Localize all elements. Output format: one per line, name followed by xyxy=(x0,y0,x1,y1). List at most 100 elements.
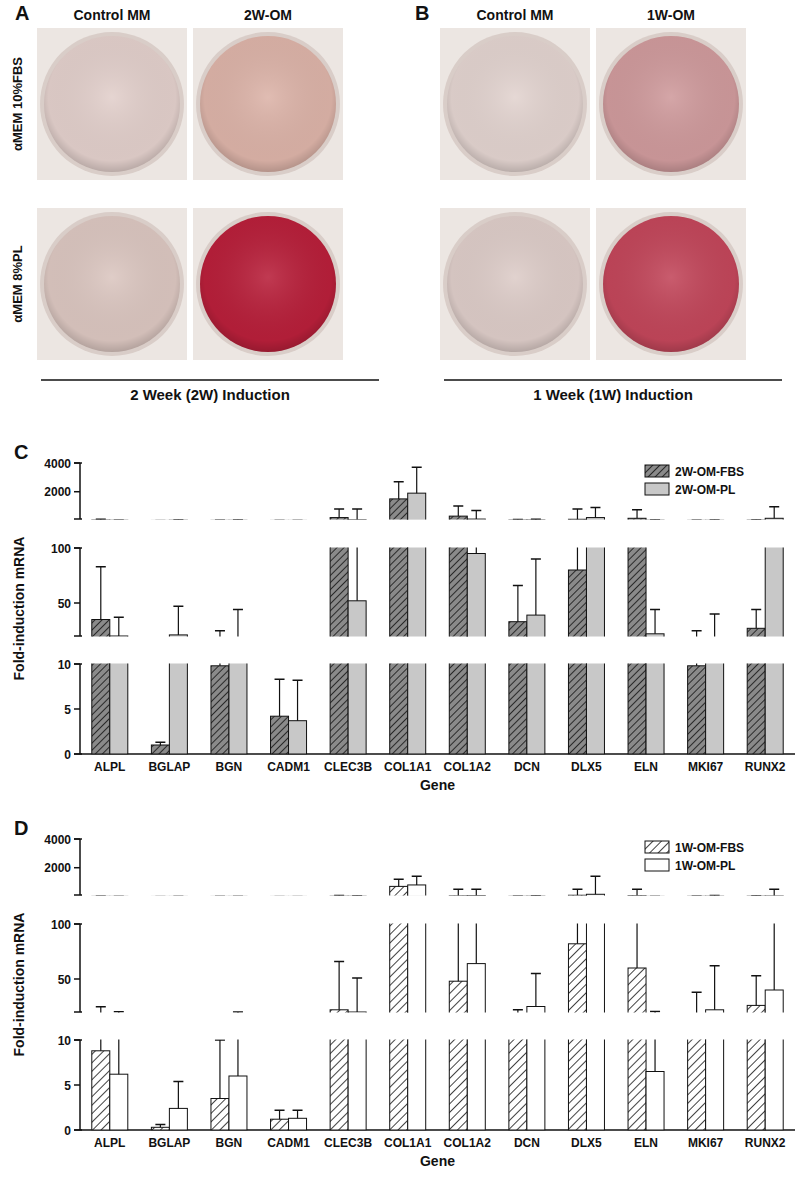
error-bar xyxy=(535,974,536,1007)
bar xyxy=(348,664,366,755)
error-cap xyxy=(710,895,720,896)
x-tick-label: CADM1 xyxy=(267,1136,310,1150)
bar xyxy=(92,519,110,520)
error-bar xyxy=(100,1040,101,1051)
y-tick xyxy=(74,867,80,869)
legend-swatch xyxy=(645,841,669,853)
error-cap xyxy=(233,895,243,896)
bar xyxy=(330,1010,348,1013)
panel-label: C xyxy=(14,441,28,463)
bar xyxy=(169,1108,187,1130)
bar xyxy=(330,664,348,755)
bar xyxy=(527,664,545,755)
y-tick xyxy=(74,923,80,925)
plot-segment xyxy=(92,548,783,637)
error-bar xyxy=(636,889,637,895)
y-tick-label: 4000 xyxy=(44,833,71,847)
well-stain xyxy=(44,36,180,172)
well-rim xyxy=(40,212,184,356)
y-tick-label: 2000 xyxy=(44,861,71,875)
well-photo xyxy=(596,28,746,180)
y-tick-label: 50 xyxy=(58,973,72,987)
error-cap xyxy=(632,509,642,511)
error-bar xyxy=(714,966,715,1010)
bar xyxy=(688,1040,706,1131)
error-cap xyxy=(96,895,106,896)
bar xyxy=(289,721,307,754)
bar xyxy=(390,499,408,520)
bar xyxy=(586,1040,604,1131)
bar xyxy=(527,1040,545,1131)
y-tick xyxy=(74,547,80,549)
caption: 1 Week (1W) Induction xyxy=(533,386,693,403)
error-cap xyxy=(471,510,481,512)
error-bar xyxy=(279,1110,280,1119)
x-axis-label: Gene xyxy=(420,777,455,793)
row-label: αMEM 8%PL xyxy=(10,245,25,322)
well-shade xyxy=(200,216,336,352)
error-cap xyxy=(531,895,541,896)
bar xyxy=(527,519,545,520)
legend-label: 1W-OM-FBS xyxy=(675,841,744,855)
bar xyxy=(509,1040,527,1131)
bar xyxy=(390,548,408,637)
photo-panel: BControl MM1W-OM1 Week (1W) Induction xyxy=(415,2,782,403)
error-cap xyxy=(751,519,761,520)
error-cap xyxy=(173,606,183,608)
bar xyxy=(390,924,408,1013)
error-cap xyxy=(531,973,541,975)
error-cap xyxy=(531,518,541,519)
axis-break xyxy=(74,518,82,520)
error-bar xyxy=(696,631,697,637)
y-tick xyxy=(74,663,80,665)
error-bar xyxy=(219,631,220,637)
error-cap xyxy=(215,630,225,632)
bar xyxy=(289,1118,307,1130)
error-bar xyxy=(458,889,459,895)
plot-segment xyxy=(92,924,783,1013)
axis-break xyxy=(74,462,82,464)
x-tick-label: MKI67 xyxy=(688,1136,724,1150)
axis-break xyxy=(74,663,82,665)
error-cap xyxy=(692,630,702,632)
bar xyxy=(586,548,604,637)
bar xyxy=(646,664,664,755)
bar xyxy=(765,1040,783,1131)
error-cap xyxy=(531,558,541,560)
error-cap xyxy=(233,519,243,520)
y-tick-label: 4000 xyxy=(44,457,71,471)
bar xyxy=(211,666,229,754)
bar xyxy=(110,1074,128,1130)
bar xyxy=(408,493,426,519)
y-tick xyxy=(74,708,80,710)
x-tick-label: BGLAP xyxy=(148,1136,190,1150)
error-bar xyxy=(398,482,399,499)
column-label: Control MM xyxy=(477,7,554,23)
bar xyxy=(271,716,289,754)
error-bar xyxy=(577,924,578,944)
error-cap xyxy=(96,518,106,519)
legend-label: 2W-OM-FBS xyxy=(675,465,744,479)
error-cap xyxy=(96,1006,106,1008)
error-cap xyxy=(632,889,642,891)
well-shade xyxy=(447,36,583,172)
error-bar xyxy=(118,617,119,636)
y-tick xyxy=(74,1039,80,1041)
bar xyxy=(408,548,426,637)
error-bar xyxy=(595,876,596,894)
well-shade xyxy=(447,216,583,352)
x-tick-label: DCN xyxy=(514,760,540,774)
x-tick-label: ALPL xyxy=(94,1136,125,1150)
well-photo xyxy=(193,208,343,360)
error-cap xyxy=(751,895,761,896)
error-bar xyxy=(535,559,536,615)
y-tick xyxy=(74,491,80,493)
bar xyxy=(151,745,169,754)
error-cap xyxy=(114,895,124,896)
x-tick-label: BGN xyxy=(216,1136,243,1150)
error-bar xyxy=(339,961,340,1009)
bar xyxy=(449,548,467,637)
error-bar xyxy=(237,1040,238,1077)
y-tick-label: 5 xyxy=(64,703,71,717)
error-cap xyxy=(650,1011,660,1013)
